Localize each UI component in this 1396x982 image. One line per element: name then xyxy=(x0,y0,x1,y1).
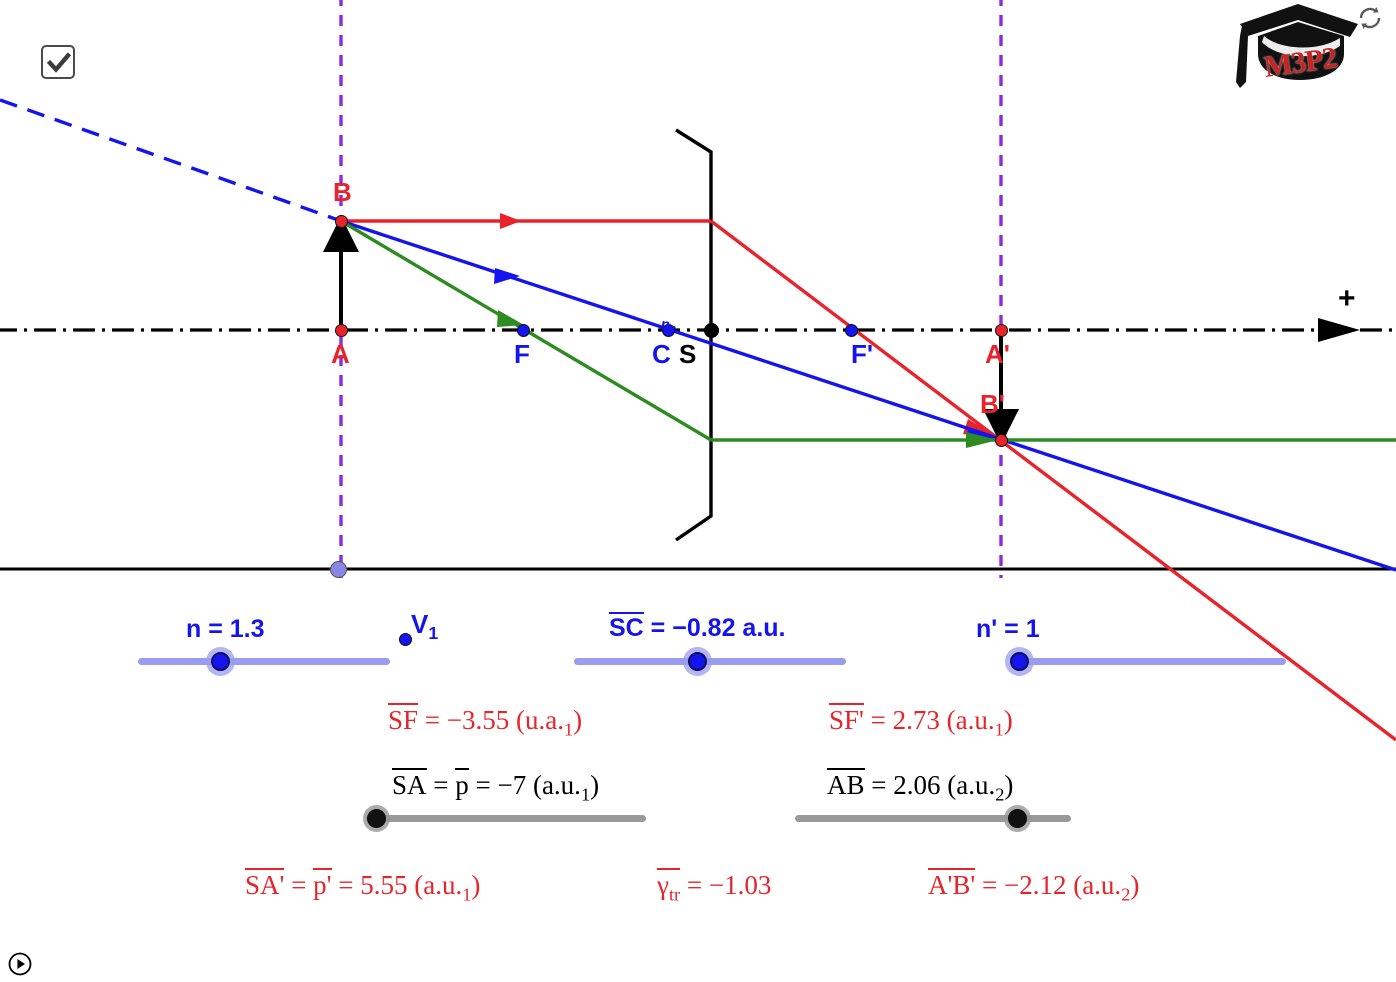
ray-green-arrow-2 xyxy=(966,432,998,448)
readout-gamma-value: = −1.03 xyxy=(680,870,772,900)
readout-SF: SF = −3.55 (u.a.1) xyxy=(388,703,582,739)
readout-SAp-tail: ) xyxy=(471,870,481,900)
readout-SF-bar: SF xyxy=(388,703,419,735)
label-V1: V1 xyxy=(411,609,439,644)
slider-ab-knob[interactable] xyxy=(1008,809,1027,828)
graduation-cap-icon xyxy=(1236,4,1358,88)
readout-SAp-value: = 5.55 (a.u. xyxy=(331,870,463,900)
readout-SAp: SA' = p' = 5.55 (a.u.1) xyxy=(245,868,480,904)
readout-SF-sub: 1 xyxy=(563,719,574,740)
slider-np-knob[interactable] xyxy=(1010,652,1029,671)
readout-gamma-bar: γtr xyxy=(657,868,681,905)
readout-SA: SA = p = −7 (a.u.1) xyxy=(392,768,599,804)
slider-sc-caption: SC = −0.82 a.u. xyxy=(609,612,786,641)
slider-np-caption: n' = 1 xyxy=(976,615,1040,643)
slider-np-track[interactable] xyxy=(1010,658,1286,665)
slider-sc-value: = −0.82 a.u. xyxy=(643,614,786,642)
check-icon xyxy=(46,52,72,73)
label-B-prime: B' xyxy=(980,389,1005,419)
point-V1[interactable] xyxy=(398,632,412,646)
point-B-prime[interactable] xyxy=(994,433,1008,447)
slider-n-knob[interactable] xyxy=(211,652,230,671)
readout-ApBp-bar: A'B' xyxy=(928,868,976,900)
refresh-icon[interactable] xyxy=(1356,4,1384,32)
label-S: S xyxy=(679,339,697,369)
readout-AB-tail: ) xyxy=(1004,770,1014,800)
point-A[interactable] xyxy=(334,323,348,337)
readout-SF-tail: ) xyxy=(573,705,583,735)
ray-blue-dashed-extension xyxy=(0,98,342,223)
readout-AB-bar: AB xyxy=(827,768,865,800)
slider-sa-track[interactable] xyxy=(366,815,646,822)
readout-SF-value: = −3.55 (u.a. xyxy=(418,705,564,735)
drag-point-base[interactable] xyxy=(329,560,347,578)
label-C: C xyxy=(652,339,671,369)
ray-blue-through-center xyxy=(340,219,1396,572)
label-n2: n₂ xyxy=(659,315,679,336)
readout-SAp-eq: = xyxy=(284,870,314,900)
slider-n-caption: n = 1.3 xyxy=(186,615,265,643)
slider-sc-bar: SC xyxy=(609,612,644,642)
ray-green-arrow-1 xyxy=(497,310,524,327)
ray-red-incident-arrow xyxy=(500,213,521,229)
readout-gamma-sub: tr xyxy=(668,884,681,905)
point-B[interactable] xyxy=(334,214,348,228)
point-F[interactable] xyxy=(516,323,530,337)
readout-SFp: SF' = 2.73 (a.u.1) xyxy=(829,703,1013,739)
label-A: A xyxy=(331,339,350,369)
readout-SFp-bar: SF' xyxy=(829,703,864,735)
readout-AB-sub: 2 xyxy=(995,784,1005,805)
readout-ApBp: A'B' = −2.12 (a.u.2) xyxy=(928,868,1139,904)
play-icon[interactable] xyxy=(8,952,32,976)
readout-SA-sub: 1 xyxy=(580,784,591,805)
slider-sc-knob[interactable] xyxy=(688,652,707,671)
label-F-prime: F' xyxy=(851,339,874,369)
readout-ApBp-tail: ) xyxy=(1130,870,1140,900)
slider-sc-track[interactable] xyxy=(574,658,846,665)
readout-gamma: γtr = −1.03 xyxy=(657,868,771,905)
readout-SA-value: = −7 (a.u. xyxy=(468,770,581,800)
readout-AB-value: = 2.06 (a.u. xyxy=(864,770,996,800)
point-A-prime[interactable] xyxy=(994,323,1008,337)
readout-SFp-sub: 1 xyxy=(994,719,1004,740)
readout-ApBp-sub: 2 xyxy=(1121,884,1131,905)
readout-SAp-bar2: p' xyxy=(313,868,332,900)
readout-AB: AB = 2.06 (a.u.2) xyxy=(827,768,1013,804)
readout-SFp-tail: ) xyxy=(1003,705,1013,735)
readout-SAp-sub: 1 xyxy=(462,884,472,905)
slider-ab-track[interactable] xyxy=(795,815,1071,822)
m3p2-logo: M3P2 xyxy=(1232,2,1364,94)
readout-SFp-value: = 2.73 (a.u. xyxy=(863,705,995,735)
readout-ApBp-value: = −2.12 (a.u. xyxy=(975,870,1122,900)
slider-sa-knob[interactable] xyxy=(367,809,386,828)
readout-SA-bar: SA xyxy=(392,768,427,800)
axis-plus-label: + xyxy=(1338,282,1356,315)
point-S[interactable] xyxy=(703,322,719,338)
readout-SA-bar2: p xyxy=(455,768,469,800)
ray-blue-arrow-1 xyxy=(494,268,520,284)
readout-SA-tail: ) xyxy=(590,770,600,800)
ray-red-refracted xyxy=(709,219,1396,742)
readout-SA-eq: = xyxy=(426,770,456,800)
label-B: B xyxy=(333,177,352,207)
point-C[interactable] xyxy=(661,323,675,337)
show-hide-checkbox[interactable] xyxy=(41,45,75,79)
point-F-prime[interactable] xyxy=(844,323,858,337)
slider-n-track[interactable] xyxy=(138,658,390,665)
readout-SAp-bar: SA' xyxy=(245,868,285,900)
label-A-prime: A' xyxy=(985,339,1010,369)
label-F: F xyxy=(514,339,530,369)
axis-arrow-icon xyxy=(1318,318,1360,342)
